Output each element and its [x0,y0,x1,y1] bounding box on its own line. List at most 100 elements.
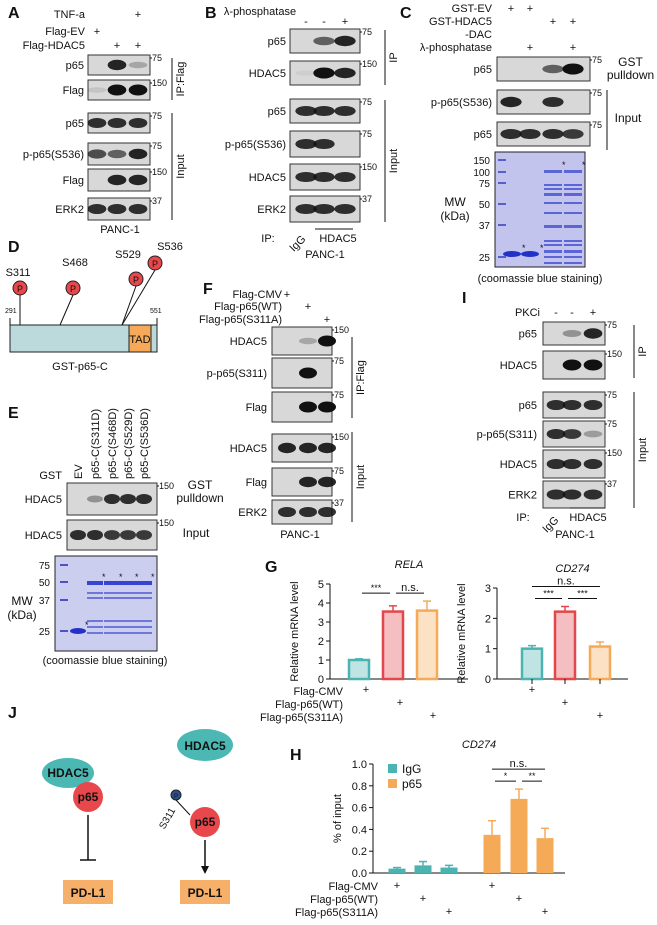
protein-band [104,597,120,599]
ip-label: IP: [516,512,529,524]
panel-letter: A [8,5,20,22]
bar [520,647,544,681]
group-label: Input [637,438,649,462]
blot-label: p-p65(S536) [431,97,492,109]
blot-p65: p65 75 [268,97,372,124]
band [87,149,107,159]
protein-band [136,620,152,622]
band [107,59,127,71]
legend-label: p65 [402,777,422,791]
protein-band [104,581,120,585]
gst-band [521,251,539,257]
mw-marker: 75 [152,111,162,121]
band [128,148,148,160]
y-tick-label: 0 [318,674,324,686]
condition-sign: + [516,893,522,905]
condition-label: Flag-p65(S311A) [199,314,282,326]
band [583,328,603,339]
band [295,138,317,150]
band [334,67,356,79]
mw-marker: 150 [362,162,377,172]
star: * [151,572,155,582]
mw-marker: 37 [607,479,617,489]
mw-marker: 75 [362,27,372,37]
band [583,489,603,500]
y-tick-label: 2 [485,613,491,625]
condition-sign: + [489,880,495,892]
site-stem [121,269,156,326]
mw-marker: 150 [334,325,349,335]
mw-marker: 75 [362,129,372,139]
p65-domain-diagram: TAD 291 551 GST-p65-C P S311 P S468 P S529 P S536 [5,241,183,373]
bar [553,610,577,681]
protein-band [104,626,120,628]
start-residue: 291 [5,308,17,315]
band [562,458,582,470]
lysate-band [544,250,562,253]
group-label: IP [637,346,649,356]
blot-p65: p65 75 [519,390,617,419]
band [562,129,584,139]
group-label: Input [183,526,210,540]
lysate-band [564,170,582,173]
condition-sign: + [135,9,141,21]
mw-marker: 150 [362,59,377,69]
band [278,442,296,454]
blot-hdac5: HDAC5 150 [249,162,377,191]
mw-marker: 150 [607,349,622,359]
lane-label: p65-C(S536D) [139,408,151,479]
band [313,36,335,46]
condition-sign: + [135,40,141,52]
y-tick-label: 4 [318,598,324,610]
band [295,105,317,117]
bar [381,610,405,681]
cell-line: PANC-1 [555,529,595,541]
band [546,458,566,470]
condition-label: Flag-p65(WT) [214,301,282,313]
condition-sign: + [305,301,311,313]
band [107,174,127,186]
row-label: GST [39,470,62,482]
band [500,128,522,140]
condition-sign: + [590,307,596,319]
blot-label: p-p65(S536) [23,149,84,161]
condition-sign: + [570,16,576,28]
condition-sign: + [397,697,403,709]
band [562,63,584,75]
blot-label: p65 [268,106,286,118]
mw-marker: 37 [479,221,491,232]
y-tick-label: 1 [485,644,491,656]
group-label: IP [388,52,400,62]
condition-label: GST-HDAC5 [429,16,492,28]
condition-label: Flag-CMV [293,686,343,698]
legend-swatch-p65 [388,779,397,788]
blot-hdac5: HDAC5 150 [230,432,349,463]
condition-label: Flag-CMV [232,289,282,301]
mw-marker: 150 [159,481,174,491]
band [299,476,317,488]
mw-marker: 75 [607,390,617,400]
band [128,203,148,215]
band [562,429,582,439]
lysate-band [544,212,562,214]
pd-l1-label: PD-L1 [188,886,223,900]
bar [440,867,458,873]
mw-marker: 150 [607,448,622,458]
band [313,171,335,183]
band [334,105,356,117]
pd-l1-box [63,880,113,904]
star: * [522,243,526,253]
p65-label: p65 [195,815,216,829]
significance-label: n.s. [401,582,419,594]
gel-caption: (coomassie blue staining) [43,655,168,667]
lysate-band [544,188,562,190]
condition-sign: - [570,307,574,319]
group-label: Input [615,111,642,125]
blot-erk2: ERK2 37 [238,498,344,525]
blot-p65: p65 75 [474,120,602,147]
ladder-band [60,599,68,601]
band [313,138,335,150]
group-label: GST pulldown [176,479,224,505]
condition-sign: + [430,710,436,722]
protein-band [120,620,136,622]
